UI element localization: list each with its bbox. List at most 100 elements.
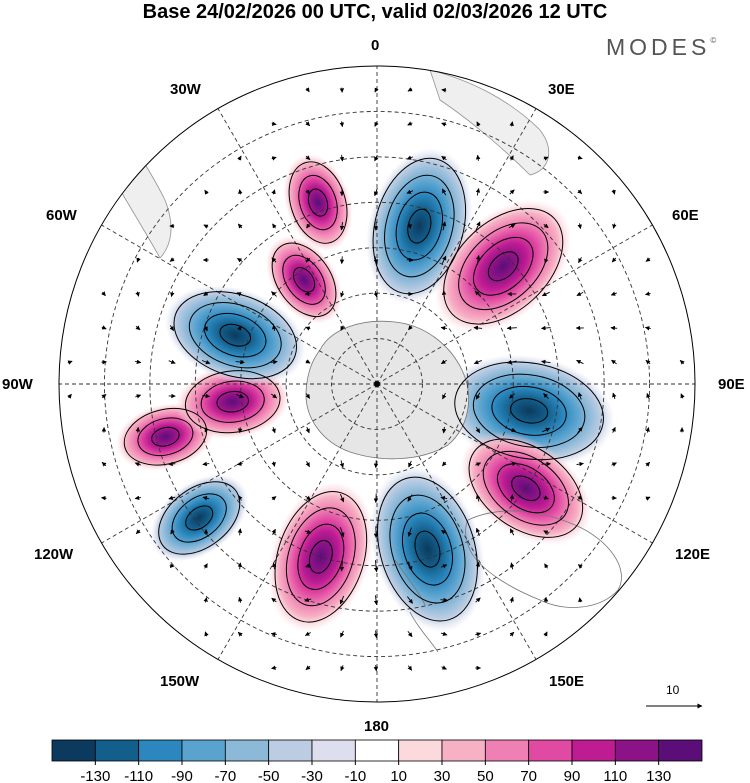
graticule (59, 66, 695, 702)
colorbar-cell (181, 739, 226, 762)
wind-arrow (442, 392, 447, 400)
wind-arrow (305, 665, 311, 671)
streamline-contour (204, 312, 267, 358)
wind-arrow (544, 563, 549, 569)
wind-arrow (170, 529, 175, 535)
streamline-contour (173, 291, 298, 380)
streamline-contour (414, 530, 441, 568)
wind-arrow (203, 563, 208, 569)
wind-arrow (509, 596, 514, 603)
meridian-line (217, 108, 378, 385)
wind-arrow (645, 257, 651, 262)
meridian-line (101, 224, 378, 385)
wind-arrow (271, 528, 276, 536)
wind-arrow (306, 223, 311, 229)
modes-logo: MODES© (606, 34, 716, 61)
colorbar-tick-label: 130 (646, 768, 671, 783)
wind-arrow (475, 187, 481, 196)
wind-arrow (237, 562, 243, 570)
positive-anomaly (268, 481, 374, 632)
wind-arrow (236, 393, 244, 398)
meridian-line (376, 383, 537, 660)
wind-arrow (509, 494, 515, 502)
colorbar-cell (398, 739, 443, 762)
wind-arrow (305, 257, 311, 263)
wind-arrow (576, 291, 584, 296)
streamline-contour (282, 254, 326, 305)
wind-arrow (271, 496, 277, 501)
wind-arrow (541, 291, 550, 297)
wind-arrow (135, 529, 141, 535)
positive-anomaly (283, 153, 353, 252)
wind-arrow (407, 223, 412, 229)
brand-mark: © (710, 36, 717, 45)
wind-arrow (612, 392, 617, 400)
wind-arrow (577, 189, 583, 195)
wind-arrow (340, 325, 345, 331)
wind-arrow (509, 189, 515, 195)
streamline-contour (274, 491, 368, 623)
wind-arrow (441, 188, 447, 196)
wind-arrow (305, 393, 311, 399)
wind-arrow (475, 632, 482, 637)
wind-arrow (611, 257, 617, 263)
wind-arrow (473, 325, 483, 331)
wind-arrow (168, 461, 176, 467)
brand-name: MODES (606, 34, 711, 60)
wind-arrow (237, 223, 243, 229)
wind-arrow (373, 290, 378, 298)
streamline-contour (188, 302, 282, 369)
wind-arrow (271, 597, 277, 603)
australia (465, 510, 622, 608)
wind-arrow (506, 359, 517, 365)
wind-arrow (136, 257, 141, 263)
map-boundary (58, 65, 696, 703)
wind-arrow (540, 325, 551, 331)
streamline-contour (200, 380, 265, 423)
wind-arrow (578, 392, 583, 400)
wind-arrow (440, 597, 449, 603)
wind-arrow (441, 290, 447, 298)
wind-arrow (373, 630, 379, 639)
wind-arrow (475, 221, 481, 231)
wind-arrow (407, 527, 412, 537)
wind-arrow (169, 325, 175, 331)
colorbar-cell (528, 739, 573, 762)
lon-label-150w: 150W (160, 673, 200, 690)
wind-arrow (374, 87, 379, 93)
streamline-contour (271, 242, 337, 317)
wind-arrow (304, 529, 312, 534)
colorbar-cell (94, 739, 140, 762)
wind-arrow (442, 461, 447, 467)
wind-arrow (440, 564, 448, 569)
streamline-contour (216, 390, 249, 413)
wind-arrow (509, 528, 515, 536)
wind-arrow (339, 595, 345, 605)
meridian-line (376, 383, 653, 544)
colorbar-tick-label: 30 (434, 768, 451, 783)
wind-arrow (340, 630, 345, 638)
south-pole-dot (374, 381, 380, 387)
wind-arrow (304, 631, 311, 636)
lon-label-30w: 30W (170, 81, 201, 98)
streamline-contour (487, 251, 519, 282)
wind-arrow (271, 562, 277, 570)
meridian-line (101, 383, 378, 544)
streamline-contour (171, 493, 227, 543)
colorbar-tick-label: -30 (301, 768, 323, 783)
wind-arrow (305, 326, 311, 331)
colorbar-cell (484, 739, 530, 762)
wind-arrow (406, 189, 414, 194)
streamline-contour (510, 398, 549, 424)
streamline-contour (496, 463, 555, 514)
colorbar-cell (138, 739, 183, 762)
wind-arrow (473, 359, 482, 365)
wind-arrow (270, 359, 278, 365)
wind-arrow (441, 426, 447, 434)
wind-arrow (169, 257, 175, 262)
wind-arrow (507, 461, 517, 467)
wind-arrow (475, 597, 481, 603)
wind-arrow (543, 223, 549, 229)
wind-arrow (135, 426, 141, 433)
